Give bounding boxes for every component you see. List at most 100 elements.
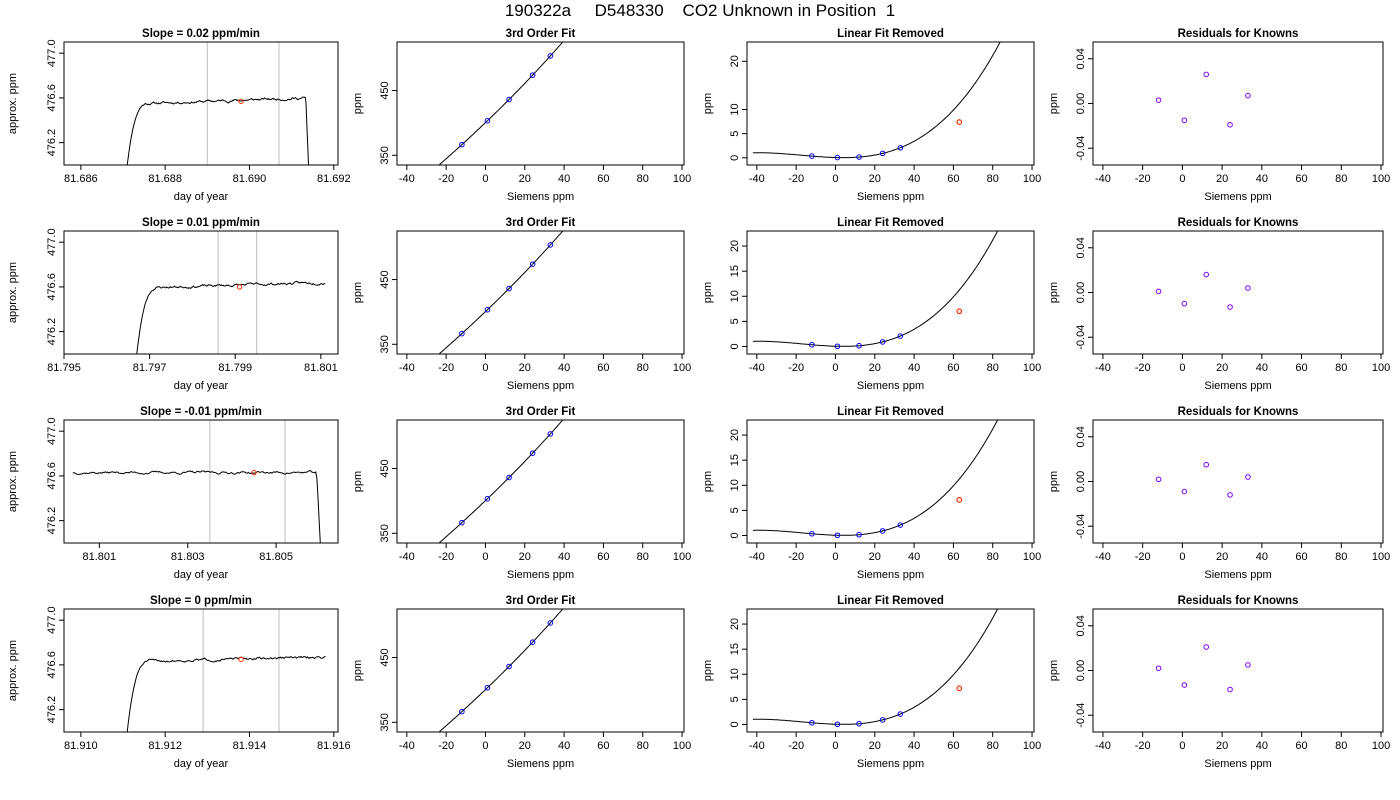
known-point [484,495,491,502]
y-tick-label: 0.00 [1075,93,1087,114]
sample-point [251,469,257,476]
residual-point [1203,644,1210,650]
panel-title: Linear Fit Removed [837,217,944,229]
x-tick-label: 0 [482,362,488,374]
x-tick-label: 81.801 [304,362,338,374]
y-tick-label: 477.0 [46,606,58,634]
x-tick-label: 81.912 [148,740,182,752]
x-tick-label: -40 [1095,362,1111,374]
plot-frame [396,419,685,544]
unknown-point [956,685,963,692]
plot-frame [396,608,685,733]
y-tick-label: 0.04 [1075,237,1087,258]
x-tick-label: 20 [519,740,531,752]
y-tick-label: -0.04 [1075,136,1087,161]
x-tick-label: 0 [482,551,488,563]
panel-title: 3rd Order Fit [506,217,576,229]
x-tick-label: 20 [1216,173,1228,185]
plot-area [1155,461,1251,498]
y-tick-label: 15 [729,643,741,655]
x-tick-label: 100 [673,740,691,752]
y-axis-label: approx. ppm [7,73,19,134]
known-point [809,341,815,348]
x-tick-label: 0 [482,173,488,185]
x-tick-label: 0 [1179,740,1185,752]
residual-point [1181,682,1188,688]
unknown-point [956,496,963,503]
y-tick-label: -0.04 [1075,703,1087,728]
x-tick-label: 0 [1179,362,1185,374]
x-tick-label: 80 [1335,740,1347,752]
x-tick-label: -40 [399,740,415,752]
panel-residuals-row2: Residuals for Knowns -40 -20 0 20 40 60 80 100 Si… [1048,217,1390,392]
x-axis-label: Siemens ppm [507,380,574,392]
x-axis-label: day of year [174,380,229,392]
known-point [529,72,536,78]
x-tick-label: 80 [637,740,649,752]
x-tick-label: 0 [1179,173,1185,185]
x-tick-label: 40 [1256,551,1268,563]
known-point [459,708,465,715]
plot-frame [746,41,1035,166]
x-axis-label: Siemens ppm [857,569,924,581]
x-axis: -40 -20 0 20 40 60 80 100 [749,164,1041,185]
x-tick-label: 20 [1216,551,1228,563]
panel-title: Residuals for Knowns [1178,217,1299,229]
x-axis: -40 -20 0 20 40 60 80 100 [1095,164,1390,185]
y-tick-label: 476.2 [46,507,58,535]
plot-area [1155,644,1251,693]
known-point [506,474,512,481]
x-tick-label: -20 [1135,740,1151,752]
x-tick-label: 80 [1335,173,1347,185]
residual-point [1245,285,1251,291]
x-tick-label: 60 [947,551,959,563]
x-axis-label: Siemens ppm [1204,191,1271,203]
y-tick-label: 450 [379,81,391,99]
x-tick-label: 80 [987,173,999,185]
x-axis: -40 -20 0 20 40 60 80 100 [1095,353,1390,374]
plot-frame [746,608,1035,733]
y-axis: -0.04 0.00 0.04 [1075,48,1094,161]
fit-curve [438,609,564,732]
plot-area [72,420,321,543]
x-tick-label: 40 [558,740,570,752]
plot-area [126,42,309,165]
y-axis: 0 5 10 15 20 [729,618,748,728]
known-point [529,639,536,645]
figure-title: 190322a D548330 CO2 Unknown in Position … [504,1,896,20]
y-axis-label: ppm [352,282,364,303]
y-axis-label: approx. ppm [7,451,19,512]
panel-title: Linear Fit Removed [837,406,944,418]
known-point [547,53,554,59]
known-point [809,153,815,159]
y-tick-label: 476.2 [46,318,58,346]
plot-area [1155,271,1251,310]
y-axis-label: ppm [702,471,714,492]
fit-curve [752,231,999,347]
x-tick-label: -40 [1095,551,1111,563]
x-tick-label: 60 [1295,551,1307,563]
y-tick-label: 20 [729,55,741,67]
y-axis: -0.04 0.00 0.04 [1075,426,1094,539]
y-axis-label: ppm [702,282,714,303]
y-tick-label: -0.04 [1075,325,1087,350]
x-tick-label: 81.795 [47,362,81,374]
y-tick-label: 0 [729,532,741,538]
x-axis: 81.686 81.688 81.690 81.692 [64,164,351,185]
x-tick-label: 20 [519,362,531,374]
panel-linear_removed-row1: Linear Fit Removed-40 -20 0 20 40 60 80 100Siem… [702,28,1041,203]
x-tick-label: 20 [869,362,881,374]
y-tick-label: 476.2 [46,129,58,157]
x-tick-label: 40 [908,740,920,752]
x-tick-label: 81.914 [233,740,267,752]
x-tick-label: 81.916 [317,740,351,752]
x-tick-label: -20 [438,362,454,374]
plot-frame [1092,419,1384,544]
y-axis-label: approx. ppm [7,262,19,323]
x-tick-label: 20 [869,173,881,185]
fit-curve [438,42,564,165]
panel-linear_removed-row2: Linear Fit Removed-40 -20 0 20 40 60 80 100Siem… [702,217,1041,392]
plot-frame [396,230,685,355]
y-axis-label: ppm [352,471,364,492]
x-tick-label: -20 [1135,173,1151,185]
